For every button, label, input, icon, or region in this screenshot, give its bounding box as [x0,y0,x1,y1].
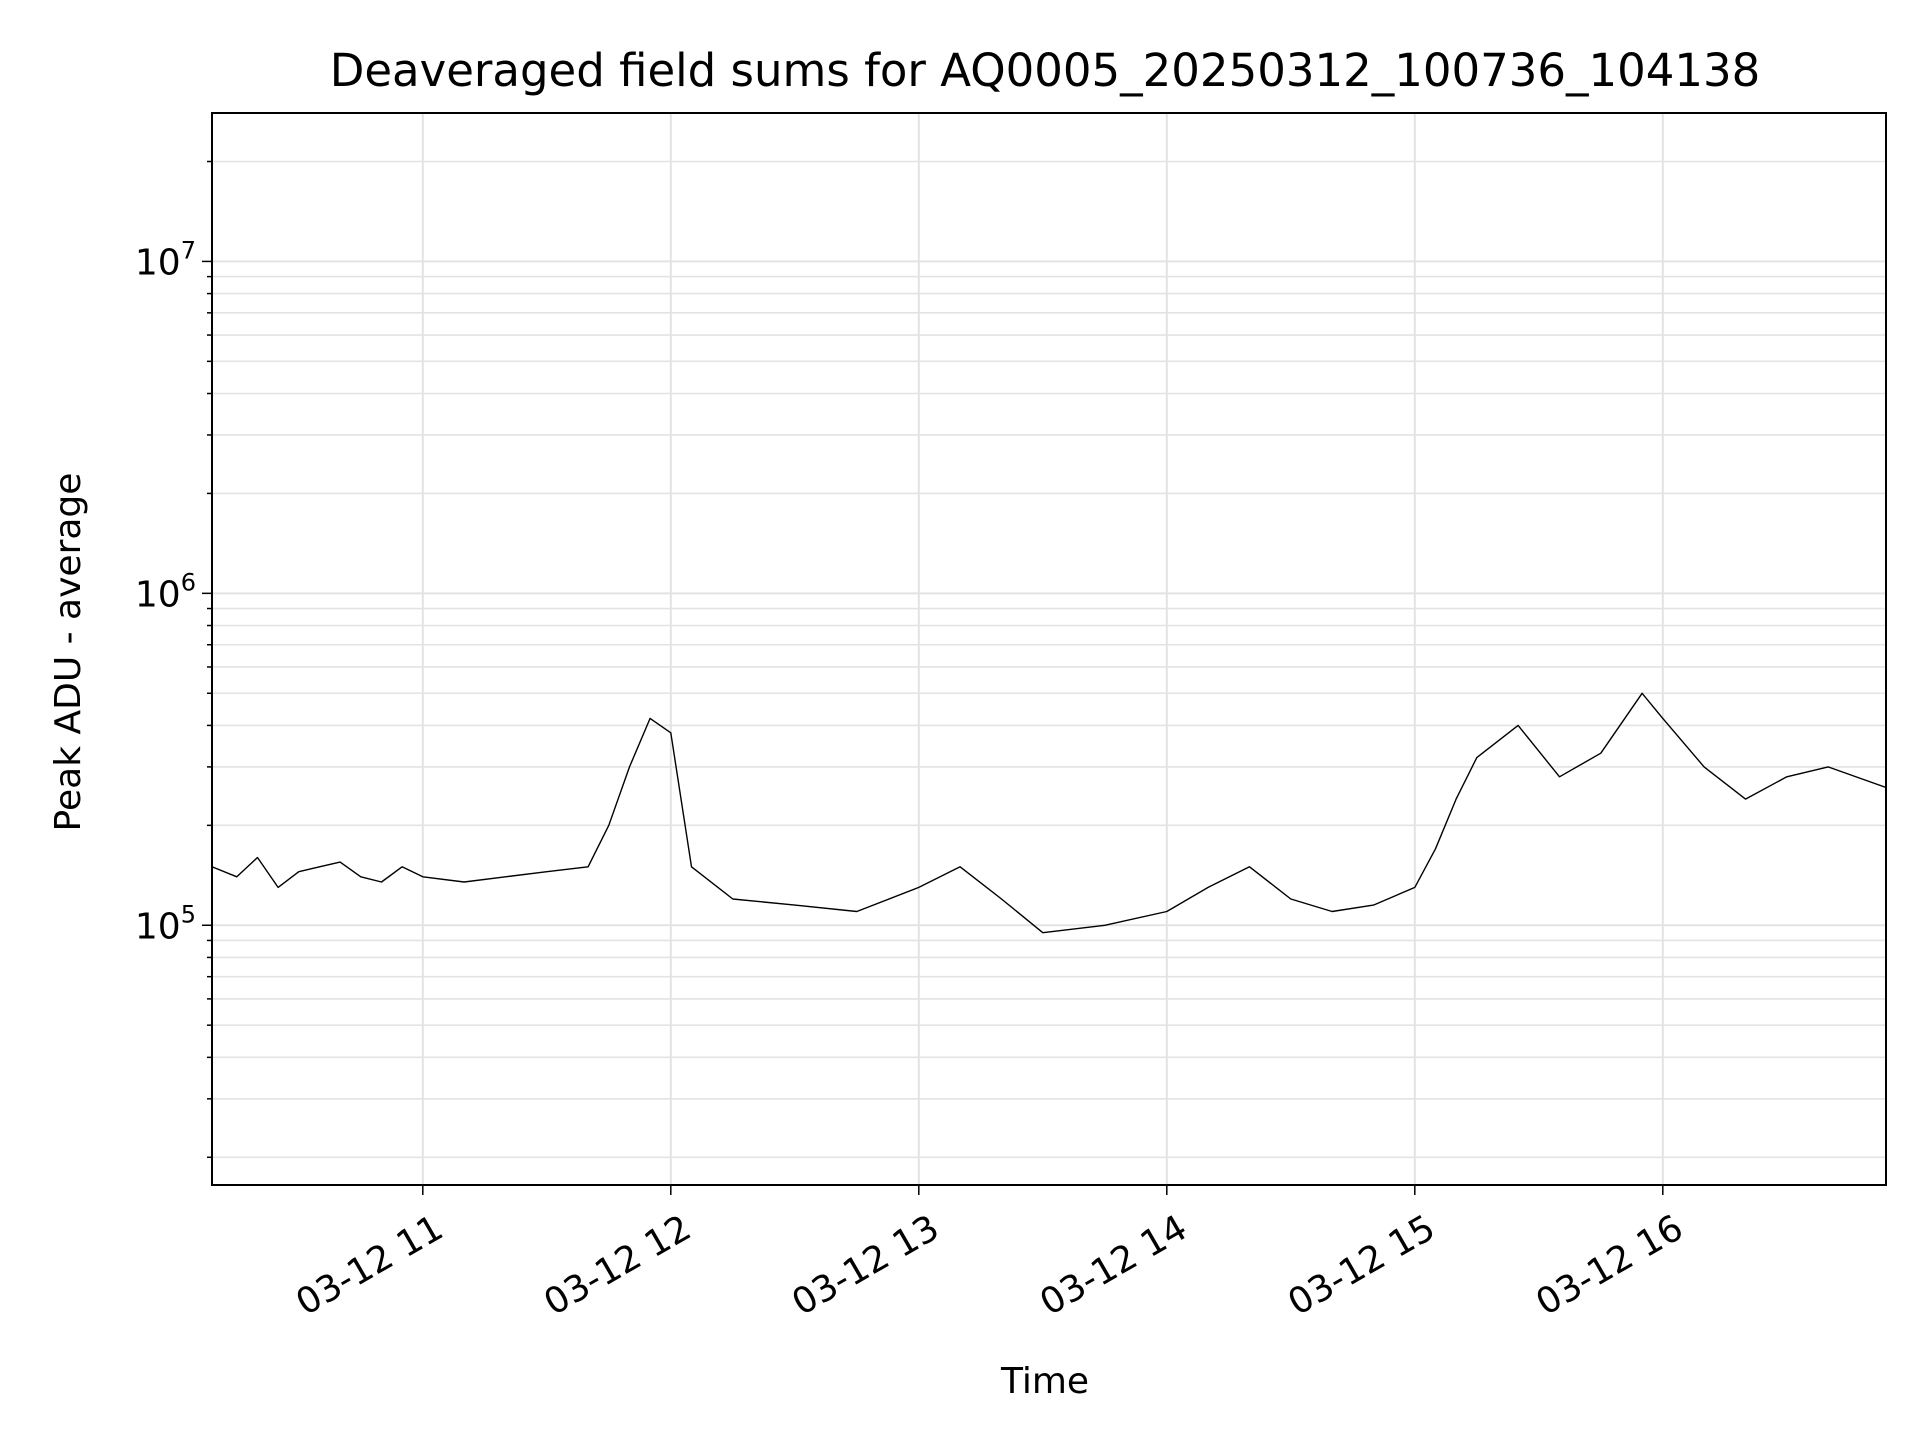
series-line [212,692,1886,934]
y-axis-label: Peak ADU - average [48,473,89,832]
plot-frame [211,112,1887,1186]
data-layer [212,692,1886,934]
grid [212,113,1886,1185]
y-tick-label: 107 [135,236,196,283]
chart-title: Deaveraged field sums for AQ0005_2025031… [330,44,1761,97]
y-tick-label: 105 [135,900,196,947]
x-axis-label: Time [1000,1361,1089,1402]
y-tick-label: 106 [135,568,196,615]
